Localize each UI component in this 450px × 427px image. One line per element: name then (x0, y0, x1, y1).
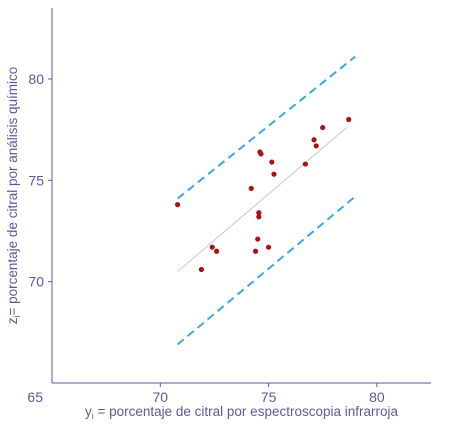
y-tick-label: 70 (28, 274, 44, 290)
y-tick-label: 80 (28, 71, 44, 87)
axes (51, 8, 431, 384)
lower-band-line (176, 195, 356, 346)
y-axis-title: zi= porcentaje de citral por análisis qu… (5, 67, 22, 325)
data-point (213, 248, 220, 254)
data-point (175, 202, 181, 208)
y-axis-title-subscript: i (12, 316, 22, 318)
data-point (198, 266, 205, 273)
data-point (313, 143, 319, 149)
y-axis-title-main: z (5, 317, 20, 324)
data-point (265, 244, 272, 250)
x-axis-title-subscript: i (92, 411, 94, 421)
regression-line (177, 127, 347, 272)
y-axis-title-rest: = porcentaje de citral por análisis quím… (5, 67, 20, 316)
data-point (271, 171, 277, 177)
upper-band-line (176, 55, 356, 200)
origin-tick-label: 65 (27, 389, 43, 405)
data-point (269, 159, 275, 165)
x-tick-label: 70 (152, 389, 168, 405)
y-tick-label: 75 (28, 172, 44, 188)
prediction-bands (176, 55, 356, 346)
data-point (320, 124, 326, 131)
data-point (302, 161, 308, 167)
data-point (311, 137, 317, 143)
data-point (255, 236, 261, 242)
data-point (252, 248, 259, 254)
data-points (175, 116, 352, 273)
x-axis-title-main: y (85, 404, 92, 419)
data-point (209, 244, 215, 250)
data-point (256, 210, 262, 216)
fit-line-group (177, 127, 347, 272)
data-point (346, 116, 352, 123)
x-tick-label: 75 (261, 389, 277, 405)
x-tick-label: 80 (369, 389, 385, 405)
data-point (256, 214, 262, 220)
tick-labels: 70 75 80 70 75 80 (28, 71, 384, 405)
x-axis-title: yi = porcentaje de citral por espectrosc… (85, 404, 399, 421)
data-point (248, 185, 254, 192)
x-axis-title-rest: = porcentaje de citral por espectroscopi… (94, 404, 399, 419)
data-point (258, 151, 264, 157)
